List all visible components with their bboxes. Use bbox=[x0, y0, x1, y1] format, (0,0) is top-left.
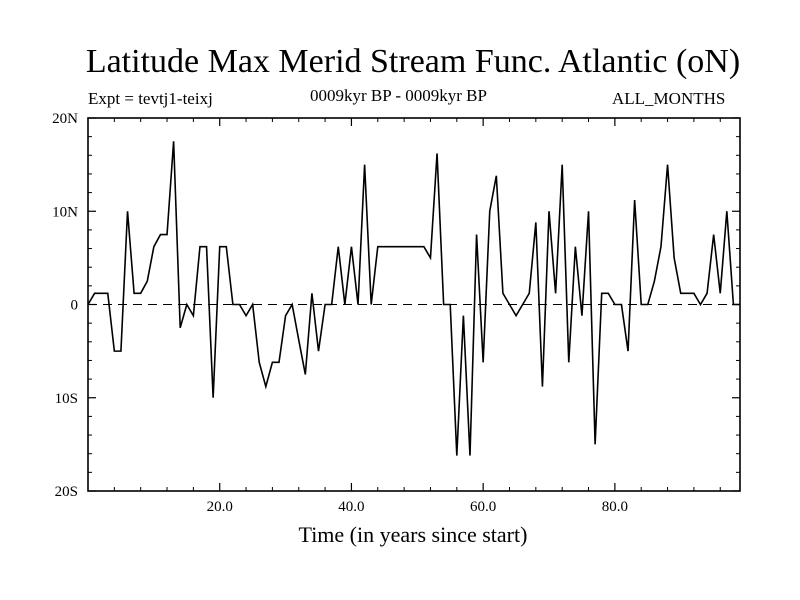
data-points bbox=[87, 140, 741, 456]
x-tick-label: 60.0 bbox=[470, 499, 496, 515]
tick-labels: 20S 10S 0 10N 20N 20.0 40.0 60.0 80.0 bbox=[52, 111, 628, 515]
chart-title: Latitude Max Merid Stream Func. Atlantic… bbox=[85, 43, 741, 80]
experiment-label: Expt = tevtj1-teixj bbox=[88, 89, 213, 108]
plot-frame bbox=[87, 117, 741, 492]
period-label: 0009kyr BP - 0009kyr BP bbox=[310, 86, 487, 105]
series-line bbox=[87, 141, 740, 456]
months-label: ALL_MONTHS bbox=[612, 89, 726, 108]
y-tick-label: 0 bbox=[71, 298, 79, 314]
y-tick-label: 20N bbox=[52, 111, 78, 127]
y-tick-label: 10S bbox=[55, 391, 78, 407]
x-tick-label: 40.0 bbox=[338, 499, 364, 515]
x-tick-label: 80.0 bbox=[602, 499, 628, 515]
x-tick-label: 20.0 bbox=[207, 499, 233, 515]
x-axis-label: Time (in years since start) bbox=[298, 522, 528, 547]
y-tick-label: 10N bbox=[52, 204, 78, 220]
y-tick-label: 20S bbox=[55, 484, 78, 500]
